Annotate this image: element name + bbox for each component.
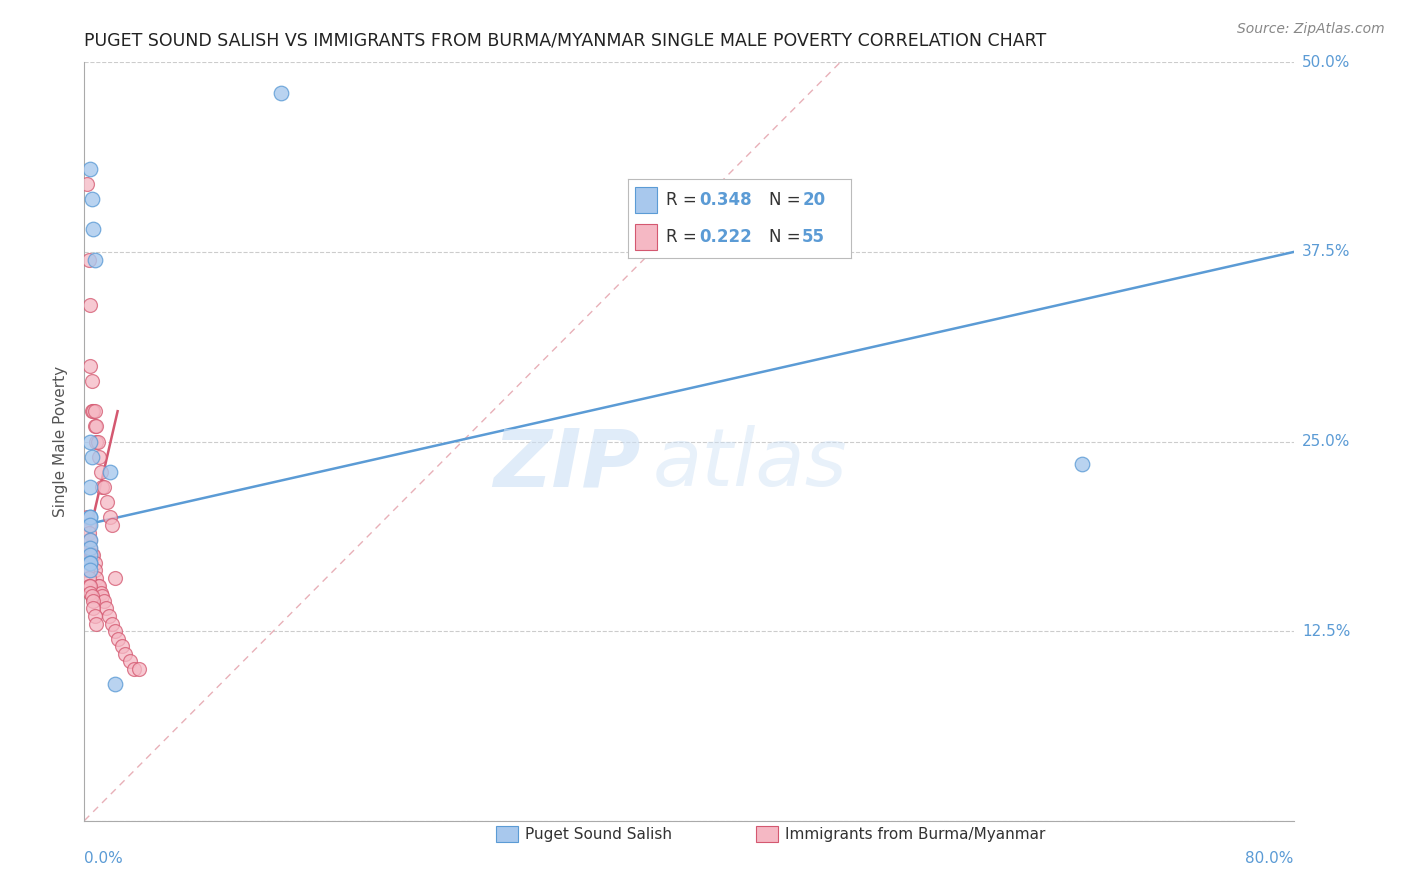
Point [79, 548, 101, 563]
Point [270, 86, 292, 100]
Point [79, 161, 101, 176]
Point [82, 404, 104, 418]
Text: 37.5%: 37.5% [1302, 244, 1350, 260]
Text: R =: R = [666, 227, 702, 246]
Point [94, 601, 117, 615]
Text: 80.0%: 80.0% [1246, 851, 1294, 866]
Point [77, 579, 100, 593]
Point [104, 677, 127, 691]
Point [84, 252, 107, 267]
Point [111, 639, 134, 653]
Text: Puget Sound Salish: Puget Sound Salish [526, 827, 672, 841]
Point [79, 556, 101, 570]
Bar [634, 187, 657, 213]
Point [79, 541, 101, 555]
Point [86, 571, 108, 585]
Text: atlas: atlas [652, 425, 848, 503]
Point [98, 510, 121, 524]
Point [79, 564, 101, 578]
Point [91, 480, 114, 494]
Point [100, 616, 122, 631]
Point [98, 465, 121, 479]
Text: ZIP: ZIP [494, 425, 641, 503]
Point [79, 359, 101, 373]
Point [122, 662, 145, 676]
Text: R =: R = [666, 191, 702, 209]
Point [79, 434, 101, 449]
Point [79, 533, 101, 548]
Point [82, 548, 104, 563]
Text: Immigrants from Burma/Myanmar: Immigrants from Burma/Myanmar [785, 827, 1046, 841]
Point [80, 450, 103, 464]
Point [90, 465, 112, 479]
Y-axis label: Single Male Poverty: Single Male Poverty [53, 366, 69, 517]
Text: 50.0%: 50.0% [1302, 55, 1350, 70]
Point [77, 525, 100, 540]
Point [84, 419, 107, 434]
Point [79, 579, 101, 593]
Point [76, 564, 98, 578]
Point [93, 594, 115, 608]
Text: 20: 20 [803, 191, 825, 209]
Point [80, 374, 103, 388]
Point [104, 624, 127, 639]
Point [79, 541, 101, 555]
Point [96, 495, 118, 509]
Point [77, 517, 100, 532]
Text: 0.0%: 0.0% [84, 851, 124, 866]
Point [1071, 458, 1094, 472]
Point [80, 589, 103, 603]
Point [82, 594, 104, 608]
Point [84, 564, 107, 578]
Point [104, 571, 127, 585]
Point [76, 177, 98, 191]
Point [82, 601, 104, 615]
Point [90, 586, 112, 600]
Point [86, 434, 108, 449]
Point [79, 510, 101, 524]
Point [80, 192, 103, 206]
Point [79, 517, 101, 532]
Point [77, 571, 100, 585]
Point [114, 647, 136, 661]
Text: 55: 55 [803, 227, 825, 246]
Point [107, 632, 129, 646]
Point [86, 616, 108, 631]
Point [79, 533, 101, 548]
Point [89, 450, 111, 464]
Point [84, 556, 107, 570]
Point [79, 298, 101, 312]
Point [80, 404, 103, 418]
Point [82, 222, 104, 236]
Point [93, 480, 115, 494]
Text: 12.5%: 12.5% [1302, 624, 1350, 639]
Point [79, 586, 101, 600]
Point [86, 419, 108, 434]
Point [84, 404, 107, 418]
Point [89, 579, 111, 593]
Point [128, 662, 150, 676]
Text: N =: N = [769, 191, 806, 209]
Text: Source: ZipAtlas.com: Source: ZipAtlas.com [1237, 22, 1385, 37]
Point [118, 655, 141, 669]
Point [91, 589, 114, 603]
Point [79, 510, 101, 524]
Text: N =: N = [769, 227, 806, 246]
Text: 0.222: 0.222 [699, 227, 752, 246]
Point [77, 252, 100, 267]
Point [80, 548, 103, 563]
Text: 25.0%: 25.0% [1302, 434, 1350, 449]
Point [97, 608, 120, 623]
Point [87, 434, 110, 449]
Text: 0.348: 0.348 [699, 191, 752, 209]
Point [87, 579, 110, 593]
Point [84, 608, 107, 623]
Bar [634, 224, 657, 251]
Point [79, 480, 101, 494]
Text: PUGET SOUND SALISH VS IMMIGRANTS FROM BURMA/MYANMAR SINGLE MALE POVERTY CORRELAT: PUGET SOUND SALISH VS IMMIGRANTS FROM BU… [84, 32, 1046, 50]
Point [79, 556, 101, 570]
Point [100, 517, 122, 532]
Point [76, 510, 98, 524]
